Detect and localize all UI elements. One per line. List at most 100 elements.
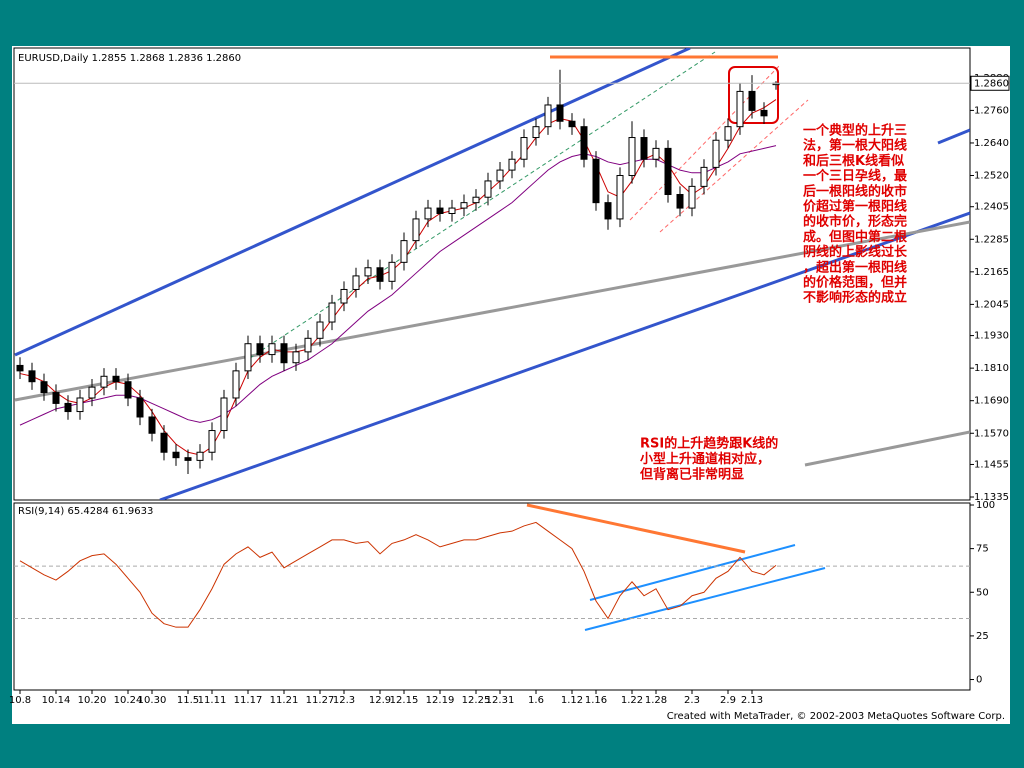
candle-body bbox=[388, 261, 396, 282]
divergence-line bbox=[526, 503, 746, 554]
pattern-note: 一个三日孕线，最 bbox=[803, 168, 908, 184]
y-tick-label: 1.1570 bbox=[974, 428, 1009, 439]
candle-body bbox=[532, 126, 540, 139]
pattern-note: 不影响形态的成立 bbox=[803, 290, 907, 306]
candle-body bbox=[748, 90, 756, 111]
candle-body bbox=[172, 451, 180, 459]
candle-body bbox=[232, 370, 240, 399]
candle-body bbox=[160, 432, 168, 453]
rsi-header: RSI(9,14) 65.4284 61.9633 bbox=[18, 506, 153, 517]
pattern-note: 阴线的上影线过长 bbox=[803, 244, 908, 260]
rsi-y-tick-label: 0 bbox=[976, 675, 982, 686]
candle-body bbox=[328, 302, 336, 323]
candle-body bbox=[628, 137, 636, 177]
candle-body bbox=[400, 240, 408, 263]
candle-body bbox=[736, 90, 744, 128]
candle-body bbox=[544, 104, 552, 128]
candle-body bbox=[592, 158, 600, 204]
x-tick-label: 12.25 bbox=[462, 695, 491, 706]
x-tick-label: 12.19 bbox=[426, 695, 455, 706]
candle-body bbox=[412, 218, 420, 242]
x-tick-label: 2.9 bbox=[720, 695, 736, 706]
x-tick-label: 2.3 bbox=[684, 695, 700, 706]
y-tick-label: 1.2165 bbox=[974, 267, 1009, 278]
candle-body bbox=[640, 137, 648, 160]
rsi-y-tick-label: 75 bbox=[976, 544, 989, 555]
price-header: EURUSD,Daily 1.2855 1.2868 1.2836 1.2860 bbox=[18, 53, 241, 64]
candle-body bbox=[472, 196, 480, 204]
candle-body bbox=[568, 120, 576, 128]
y-tick-label: 1.1335 bbox=[974, 492, 1009, 503]
candle-body bbox=[436, 207, 444, 214]
x-tick-label: 12.9 bbox=[369, 695, 391, 706]
rsi-y-tick-label: 25 bbox=[976, 631, 989, 642]
rsi-note: RSI的上升趋势跟K线的 bbox=[640, 436, 778, 452]
trend-line bbox=[14, 220, 970, 402]
x-tick-label: 10.30 bbox=[138, 695, 167, 706]
pattern-note: 法，第一根大阳线 bbox=[803, 138, 907, 154]
candle-body bbox=[112, 375, 120, 383]
rsi-y-tick-label: 50 bbox=[976, 587, 989, 598]
candle-body bbox=[280, 343, 288, 364]
pattern-note: 一个典型的上升三 bbox=[803, 123, 907, 139]
x-tick-label: 2.13 bbox=[741, 695, 763, 706]
candle-body bbox=[304, 337, 312, 353]
candle-body bbox=[664, 147, 672, 196]
candle-body bbox=[76, 397, 84, 413]
pattern-note: 的价格范围，但并 bbox=[803, 275, 907, 291]
candle-body bbox=[688, 185, 696, 209]
rsi-plot bbox=[14, 521, 970, 628]
candle-body bbox=[700, 166, 708, 187]
candle-body bbox=[16, 364, 24, 372]
candle-body bbox=[484, 180, 492, 198]
candle-body bbox=[520, 137, 528, 160]
candle-body bbox=[448, 207, 456, 214]
footer: Created with MetaTrader, © 2002-2003 Met… bbox=[667, 711, 1005, 722]
candle-body bbox=[184, 457, 192, 461]
candle-body bbox=[376, 267, 384, 282]
y-tick-label: 1.2640 bbox=[974, 138, 1009, 149]
trend-line-lower bbox=[804, 430, 970, 467]
x-tick-label: 12.3 bbox=[333, 695, 355, 706]
last-price-label: 1.2860 bbox=[974, 78, 1009, 89]
channel-lower bbox=[159, 211, 970, 500]
y-tick-label: 1.2285 bbox=[974, 234, 1009, 245]
candle-body bbox=[52, 392, 60, 404]
rsi-channel-lower bbox=[584, 567, 826, 631]
candle-body bbox=[268, 343, 276, 356]
x-tick-label: 10.24 bbox=[114, 695, 143, 706]
channel-upper bbox=[14, 48, 691, 357]
x-tick-label: 11.21 bbox=[270, 695, 299, 706]
x-tick-label: 11.11 bbox=[198, 695, 227, 706]
y-tick-label: 1.1930 bbox=[974, 331, 1009, 342]
candle-body bbox=[148, 416, 156, 434]
rsi-y-tick-label: 100 bbox=[976, 500, 995, 511]
candle-body bbox=[64, 402, 72, 413]
candle-body bbox=[580, 126, 588, 160]
dashed-line bbox=[249, 51, 716, 359]
candle-body bbox=[712, 139, 720, 168]
x-tick-label: 10.8 bbox=[9, 695, 31, 706]
candle-body bbox=[220, 397, 228, 432]
x-tick-label: 11.27 bbox=[306, 695, 335, 706]
price-panel bbox=[13, 47, 971, 501]
x-tick-label: 10.20 bbox=[78, 695, 107, 706]
pattern-note: 后一根阳线的收市 bbox=[803, 183, 907, 199]
price-annotations bbox=[14, 48, 970, 500]
pattern-note: 价超过第一根阳线 bbox=[803, 199, 907, 215]
candle-body bbox=[196, 451, 204, 461]
last-price-box bbox=[970, 75, 1010, 91]
x-tick-label: 1.28 bbox=[645, 695, 667, 706]
candle-body bbox=[676, 194, 684, 209]
candle-body bbox=[364, 267, 372, 277]
candle-body bbox=[292, 351, 300, 364]
y-tick-label: 1.2045 bbox=[974, 299, 1009, 310]
price-plot bbox=[14, 69, 970, 474]
candle-body bbox=[256, 343, 264, 356]
y-tick-label: 1.2520 bbox=[974, 171, 1009, 182]
candle-body bbox=[424, 207, 432, 220]
candle-body bbox=[124, 381, 132, 399]
pattern-box bbox=[728, 66, 779, 124]
